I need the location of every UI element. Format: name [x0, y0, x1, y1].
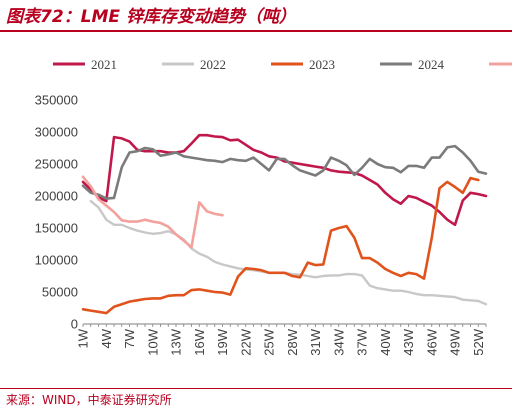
y-tick-label: 0: [71, 317, 78, 332]
y-tick-label: 150000: [35, 221, 78, 236]
series-line-2022: [89, 199, 488, 306]
x-tick-label: 19W: [215, 328, 230, 355]
source-divider: [0, 388, 512, 389]
x-tick-label: 16W: [192, 328, 207, 355]
x-tick-label: 43W: [401, 328, 416, 355]
x-tick-label: 52W: [471, 328, 486, 355]
title-divider: [0, 30, 512, 32]
x-tick-label: 37W: [355, 328, 370, 355]
y-axis: 0 50000 100000 150000 200000 250000 300000 3500…: [35, 93, 78, 332]
series-line-2021: [81, 133, 488, 227]
x-tick-label: 22W: [238, 328, 253, 355]
x-tick-label: 40W: [378, 328, 393, 355]
x-tick-label: 28W: [285, 328, 300, 355]
series-line-2024: [81, 144, 488, 200]
x-tick-label: 7W: [122, 328, 137, 348]
x-axis: 1W 4W 7W 10W 13W 16W 19W 22W 25W 28W 31W 34W 37W 40W 4…: [76, 323, 487, 356]
series-line-2025: [81, 175, 224, 249]
y-tick-label: 50000: [42, 285, 78, 300]
legend-label-2023: 2023: [309, 57, 335, 72]
x-tick-label: 31W: [308, 328, 323, 355]
x-tick-label: 46W: [424, 328, 439, 355]
x-tick-label: 13W: [169, 328, 184, 355]
source-note: 来源：WIND，中泰证券研究所: [6, 393, 172, 407]
x-tick-label: 49W: [448, 328, 463, 355]
y-tick-label: 350000: [35, 93, 78, 108]
x-tick-label: 4W: [99, 328, 114, 348]
x-tick-label: 10W: [145, 328, 160, 355]
y-tick-label: 200000: [35, 189, 78, 204]
legend: 20212022202320242025: [53, 57, 512, 72]
line-chart: 20212022202320242025 0500001000001500002…: [35, 57, 512, 356]
series-line-2023: [81, 176, 480, 315]
y-tick-label: 300000: [35, 125, 78, 140]
y-tick-label: 100000: [35, 253, 78, 268]
legend-label-2021: 2021: [91, 57, 117, 72]
chart-title: 图表72：LME 锌库存变动趋势（吨）: [6, 7, 296, 27]
legend-label-2022: 2022: [200, 57, 226, 72]
x-tick-label: 34W: [331, 328, 346, 355]
x-tick-label: 25W: [262, 328, 277, 355]
y-tick-label: 250000: [35, 157, 78, 172]
plot-lines: [81, 133, 488, 315]
legend-label-2024: 2024: [418, 57, 445, 72]
x-tick-label: 1W: [76, 328, 91, 348]
